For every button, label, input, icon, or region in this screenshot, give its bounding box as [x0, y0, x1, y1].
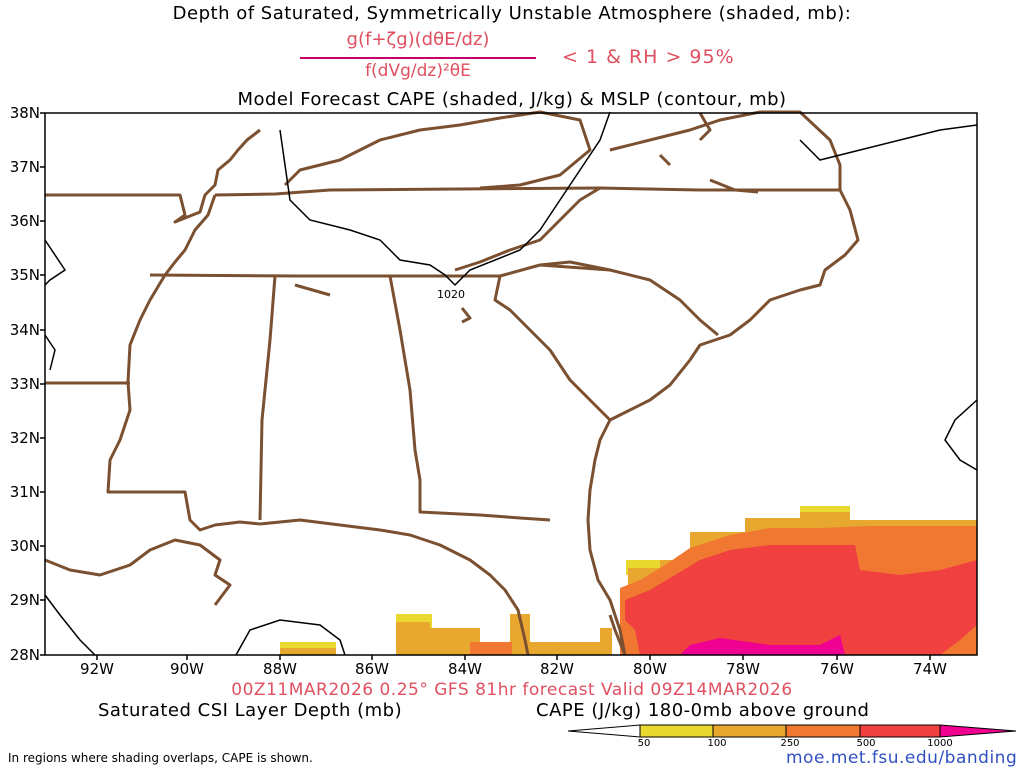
shade-100 [396, 614, 612, 655]
footnote: In regions where shading overlaps, CAPE … [8, 751, 313, 765]
colorbar-tick: 100 [707, 738, 727, 749]
formula-condition: < 1 & RH > 95% [562, 46, 735, 68]
shade-250 [470, 642, 512, 655]
run-info: 00Z11MAR2026 0.25° GFS 81hr forecast Val… [231, 680, 793, 700]
boundaries [44, 110, 860, 656]
title-line1: Depth of Saturated, Symmetrically Unstab… [172, 3, 852, 24]
shade-500 [625, 545, 977, 655]
source-url[interactable]: moe.met.fsu.edu/banding [786, 748, 1018, 768]
lat-label: 34N [9, 321, 40, 339]
lat-ticks [40, 112, 45, 656]
lat-label: 31N [9, 483, 40, 501]
lat-label: 32N [9, 429, 40, 447]
lat-label: 37N [9, 158, 40, 176]
formula-denominator: f(dVg/dz)²θE [365, 61, 471, 81]
lon-label: 92W [80, 660, 114, 678]
lat-label: 35N [9, 266, 40, 284]
colorbar-seg-4 [859, 724, 941, 738]
lon-label: 88W [263, 660, 297, 678]
cape-label: CAPE (J/kg) 180-0mb above ground [536, 700, 870, 721]
colorbar-tick: 1000 [927, 738, 953, 749]
colorbar [567, 724, 1017, 738]
formula-numerator: g(f+ζg)(dθE/dz) [346, 29, 490, 50]
shade-1000 [680, 635, 845, 655]
lon-label: 84W [448, 660, 482, 678]
lon-label: 78W [726, 660, 760, 678]
lon-label: 80W [633, 660, 667, 678]
colorbar-tick: 250 [780, 738, 800, 749]
lat-label: 30N [9, 537, 40, 555]
colorbar-seg-1 [639, 724, 714, 738]
isobars [44, 111, 978, 656]
isobar-label: 1020 [436, 288, 466, 301]
csi-label: Saturated CSI Layer Depth (mb) [98, 700, 403, 721]
colorbar-seg-0 [567, 724, 641, 738]
shade-100 [628, 512, 977, 588]
lon-ticks [96, 655, 931, 660]
cape-shading [280, 506, 977, 655]
lon-label: 74W [913, 660, 947, 678]
colorbar-tick: 500 [856, 738, 876, 749]
colorbar-seg-3 [785, 724, 861, 738]
lat-label: 36N [9, 212, 40, 230]
shade-100 [280, 648, 336, 655]
lat-label: 28N [9, 646, 40, 664]
lat-label: 38N [9, 104, 40, 122]
lon-label: 86W [355, 660, 389, 678]
colorbar-seg-2 [712, 724, 787, 738]
lat-label: 33N [9, 375, 40, 393]
lon-label: 76W [820, 660, 854, 678]
colorbar-tick: 50 [637, 738, 651, 749]
colorbar-seg-5 [939, 724, 1017, 738]
lon-label: 90W [170, 660, 204, 678]
title-line2: Model Forecast CAPE (shaded, J/kg) & MSL… [237, 89, 787, 110]
lon-label: 82W [540, 660, 574, 678]
lat-label: 29N [9, 591, 40, 609]
fraction-bar [300, 57, 536, 59]
